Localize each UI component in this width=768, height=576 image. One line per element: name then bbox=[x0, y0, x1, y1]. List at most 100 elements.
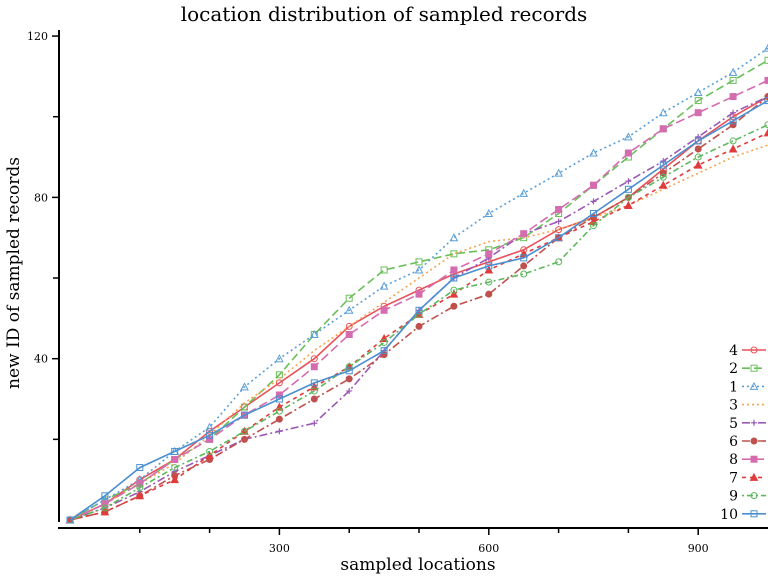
data-point bbox=[275, 379, 283, 387]
data-point bbox=[309, 329, 319, 338]
data-point bbox=[450, 302, 458, 310]
data-point bbox=[728, 67, 738, 76]
data-point bbox=[136, 484, 144, 492]
series-line-1 bbox=[69, 47, 768, 521]
legend-label: 6 bbox=[729, 434, 738, 450]
data-point bbox=[520, 230, 528, 238]
data-point bbox=[694, 145, 702, 153]
legend-label: 3 bbox=[729, 398, 738, 414]
data-point bbox=[659, 125, 667, 133]
data-point bbox=[555, 218, 562, 225]
x-tick-label: 600 bbox=[478, 542, 499, 555]
data-point bbox=[101, 504, 109, 512]
legend: 4 2 1 3 5 6 8 7 9 10 bbox=[720, 343, 766, 523]
series-line-9 bbox=[69, 124, 768, 521]
legend-item-2: 2 bbox=[729, 361, 766, 377]
series-10 bbox=[66, 97, 768, 524]
data-point bbox=[310, 395, 318, 403]
data-point bbox=[241, 435, 248, 443]
data-point bbox=[590, 222, 597, 230]
legend-marker bbox=[749, 472, 759, 481]
data-point bbox=[554, 168, 563, 177]
data-point bbox=[589, 148, 598, 157]
data-point bbox=[275, 391, 283, 399]
data-point bbox=[136, 464, 144, 472]
data-point bbox=[241, 427, 248, 435]
data-point bbox=[379, 281, 389, 290]
legend-marker bbox=[750, 510, 758, 518]
data-point bbox=[171, 456, 179, 464]
data-point bbox=[415, 306, 423, 314]
y-tick-label: 120 bbox=[27, 30, 48, 43]
legend-marker bbox=[751, 419, 757, 426]
data-point bbox=[624, 200, 633, 209]
data-point bbox=[764, 76, 768, 84]
data-point bbox=[484, 208, 494, 218]
data-point bbox=[693, 87, 703, 97]
data-point bbox=[693, 160, 703, 169]
legend-label: 9 bbox=[729, 489, 738, 505]
data-point bbox=[730, 109, 737, 116]
data-point bbox=[555, 205, 563, 213]
data-point bbox=[694, 153, 702, 161]
data-point bbox=[658, 108, 668, 117]
data-point bbox=[206, 447, 214, 455]
data-point bbox=[171, 464, 179, 472]
data-point bbox=[485, 290, 493, 298]
data-point bbox=[310, 379, 318, 387]
series-3 bbox=[69, 144, 768, 521]
data-point bbox=[346, 387, 353, 394]
data-point bbox=[205, 450, 214, 459]
data-point bbox=[380, 339, 388, 347]
legend-marker bbox=[750, 437, 758, 445]
data-point bbox=[310, 363, 318, 371]
data-point bbox=[415, 258, 423, 266]
data-point bbox=[659, 173, 667, 181]
data-point bbox=[764, 97, 768, 105]
data-point bbox=[520, 262, 528, 270]
x-tick-label: 300 bbox=[269, 542, 290, 555]
data-point bbox=[135, 491, 145, 500]
legend-item-1: 1 bbox=[729, 379, 766, 395]
data-point bbox=[590, 210, 597, 218]
legend-item-4: 4 bbox=[729, 343, 766, 359]
data-point bbox=[100, 507, 110, 516]
data-point bbox=[484, 265, 494, 274]
data-point bbox=[624, 185, 632, 193]
data-point bbox=[101, 500, 109, 508]
data-point bbox=[485, 278, 493, 286]
data-point bbox=[345, 367, 353, 375]
data-point bbox=[136, 480, 144, 488]
data-point bbox=[519, 188, 529, 197]
legend-marker bbox=[750, 492, 758, 500]
data-point bbox=[450, 274, 458, 282]
data-point bbox=[206, 427, 214, 435]
data-point bbox=[101, 492, 109, 500]
data-point bbox=[345, 363, 353, 371]
data-point bbox=[694, 97, 702, 105]
legend-item-5: 5 bbox=[729, 416, 766, 432]
data-point bbox=[450, 266, 458, 274]
y-tick-label: 40 bbox=[34, 353, 48, 366]
legend-item-9: 9 bbox=[729, 489, 766, 505]
legend-label: 4 bbox=[729, 343, 738, 359]
data-point bbox=[275, 371, 283, 379]
data-point bbox=[485, 262, 493, 270]
data-point bbox=[345, 330, 353, 338]
y-tick-label: 80 bbox=[34, 191, 48, 204]
legend-item-8: 8 bbox=[729, 452, 766, 468]
data-point bbox=[275, 395, 283, 403]
data-point bbox=[658, 180, 668, 189]
series-8 bbox=[66, 76, 768, 524]
data-point bbox=[694, 109, 702, 117]
legend-item-3: 3 bbox=[729, 398, 766, 414]
data-point bbox=[380, 347, 388, 355]
legend-label: 10 bbox=[720, 507, 738, 523]
legend-label: 5 bbox=[729, 416, 738, 432]
data-point bbox=[660, 158, 667, 165]
data-point bbox=[729, 76, 737, 84]
series-line-3 bbox=[69, 144, 768, 521]
data-point bbox=[380, 306, 388, 314]
data-point bbox=[729, 93, 737, 101]
legend-label: 2 bbox=[729, 361, 738, 377]
